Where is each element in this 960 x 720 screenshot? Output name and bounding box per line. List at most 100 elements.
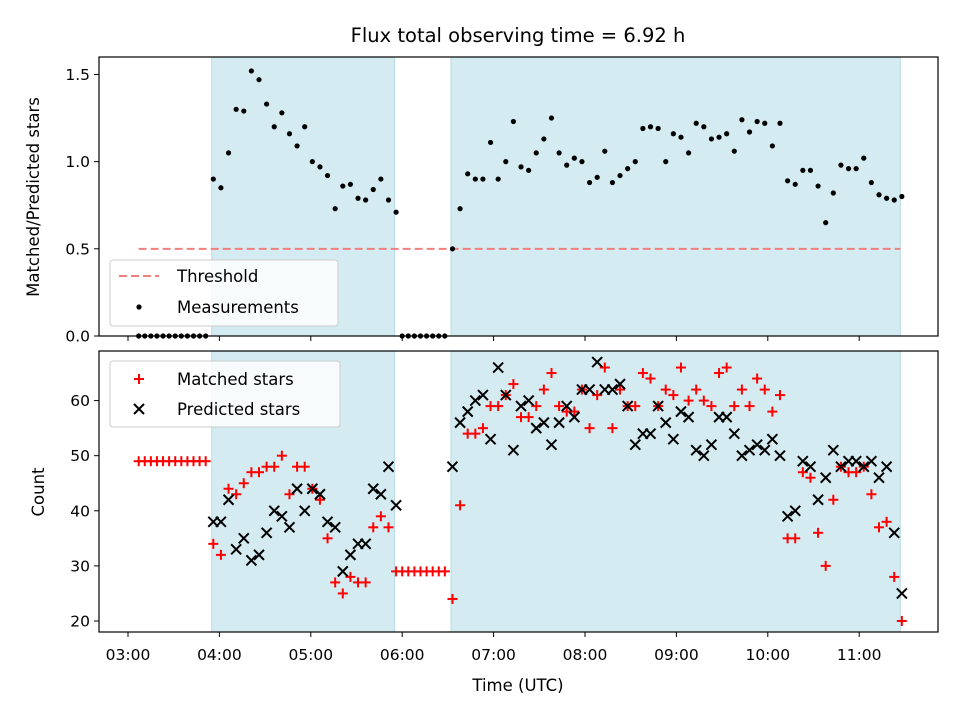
- marker-stroke: [314, 488, 326, 500]
- legend-measurements-label: Measurements: [177, 298, 299, 317]
- top-panel: 0.0 0.5 1.0 1.5 Matched/Predicted stars Thr…: [24, 56, 939, 346]
- marker-stroke: [865, 455, 878, 467]
- matched-star-point: [330, 577, 341, 588]
- bottom-legend: Matched stars Predicted stars: [109, 360, 341, 428]
- predicted-star-point: [873, 472, 885, 484]
- measurement-point: [487, 139, 494, 146]
- marker-stroke: [682, 411, 695, 423]
- measurement-point: [609, 179, 616, 186]
- predicted-star-point: [896, 587, 908, 600]
- matched-star-point: [375, 511, 386, 522]
- matched-star-point: [706, 401, 717, 412]
- measurement-point: [678, 134, 684, 140]
- predicted-star-point: [865, 455, 878, 467]
- marker-stroke: [469, 394, 482, 407]
- matched-star-point: [866, 489, 877, 500]
- shaded-interval-1: [450, 350, 901, 633]
- marker-stroke: [789, 505, 801, 517]
- predicted-star-point: [375, 488, 387, 500]
- measurement-point: [324, 172, 331, 179]
- measurement-point: [340, 183, 346, 189]
- measurement-point: [495, 176, 501, 182]
- predicted-star-point: [515, 400, 527, 412]
- matched-star-point: [820, 560, 831, 571]
- marker-stroke: [500, 389, 512, 401]
- predicted-star-point: [337, 565, 349, 578]
- x-axis-label: Time (UTC): [471, 676, 563, 695]
- predicted-star-point: [789, 505, 801, 517]
- marker-stroke: [321, 516, 334, 528]
- marker-stroke: [337, 565, 349, 578]
- measurement-point: [769, 143, 775, 149]
- measurement-point: [861, 155, 867, 161]
- marker-stroke: [698, 449, 710, 462]
- predicted-star-point: [561, 400, 573, 412]
- measurement-point: [564, 162, 570, 168]
- predicted-star-point: [591, 356, 603, 368]
- predicted-star-point: [222, 494, 235, 506]
- predicted-star-point: [568, 411, 581, 423]
- measurement-point: [518, 164, 524, 170]
- predicted-star-point: [880, 460, 893, 473]
- matched-star-point: [660, 384, 671, 395]
- measurement-point: [823, 220, 829, 226]
- measurement-point: [762, 120, 768, 126]
- marker-stroke: [774, 449, 786, 462]
- measurement-point: [241, 108, 247, 114]
- predicted-star-point: [276, 510, 288, 523]
- measurement-point: [378, 176, 384, 182]
- predicted-star-point: [759, 444, 771, 456]
- predicted-star-point: [359, 538, 372, 550]
- x-tick-label: 08:00: [563, 646, 608, 664]
- marker-stroke: [484, 433, 497, 445]
- marker-stroke: [743, 444, 756, 456]
- predicted-star-point: [736, 449, 748, 462]
- marker-stroke: [675, 405, 687, 418]
- predicted-star-point: [583, 383, 596, 396]
- bottom-x-axis: 03:00 04:00 05:00 06:00 07:00 08:00 09:00 10:00…: [106, 632, 882, 664]
- measurement-point: [807, 167, 814, 173]
- matched-star-point: [554, 401, 565, 412]
- marker-stroke: [629, 438, 641, 451]
- marker-stroke: [522, 394, 535, 407]
- measurement-point: [716, 134, 722, 140]
- matched-star-point: [691, 384, 702, 395]
- matched-star-point: [508, 379, 519, 390]
- measurement-point: [556, 150, 562, 156]
- measurement-point: [363, 197, 369, 203]
- x-tick-label: 10:00: [745, 646, 790, 664]
- marker-stroke: [553, 416, 565, 429]
- measurement-point: [233, 106, 239, 112]
- measurement-point: [647, 124, 654, 130]
- predicted-star-point: [751, 438, 763, 451]
- predicted-star-point: [660, 416, 672, 429]
- marker-stroke: [477, 389, 489, 401]
- matched-star-point: [314, 494, 325, 505]
- measurement-point: [701, 124, 707, 130]
- top-y-axis: 0.0 0.5 1.0 1.5: [65, 66, 99, 346]
- matched-star-point: [721, 362, 732, 373]
- matched-star-point: [439, 566, 450, 577]
- x-tick-label: 05:00: [288, 646, 333, 664]
- predicted-star-point: [819, 472, 832, 484]
- predicted-star-point: [298, 505, 311, 517]
- predicted-star-point: [253, 549, 265, 561]
- y-tick-label: 60: [70, 392, 90, 410]
- predicted-star-point: [774, 449, 786, 462]
- predicted-star-point: [215, 516, 227, 528]
- predicted-star-point: [553, 416, 565, 429]
- top-y-axis-label: Matched/Predicted stars: [24, 97, 43, 297]
- measurement-point: [271, 124, 277, 130]
- matched-star-point: [538, 384, 549, 395]
- matched-star-point: [668, 390, 679, 401]
- measurement-point: [830, 190, 836, 196]
- measurement-point: [899, 193, 905, 200]
- predicted-star-point: [461, 405, 474, 418]
- marker-stroke: [751, 438, 763, 451]
- measurement-point: [777, 120, 783, 126]
- measurement-point: [210, 176, 216, 182]
- matched-star-point: [546, 368, 557, 379]
- predicted-star-point: [446, 460, 459, 473]
- marker-stroke: [827, 444, 840, 456]
